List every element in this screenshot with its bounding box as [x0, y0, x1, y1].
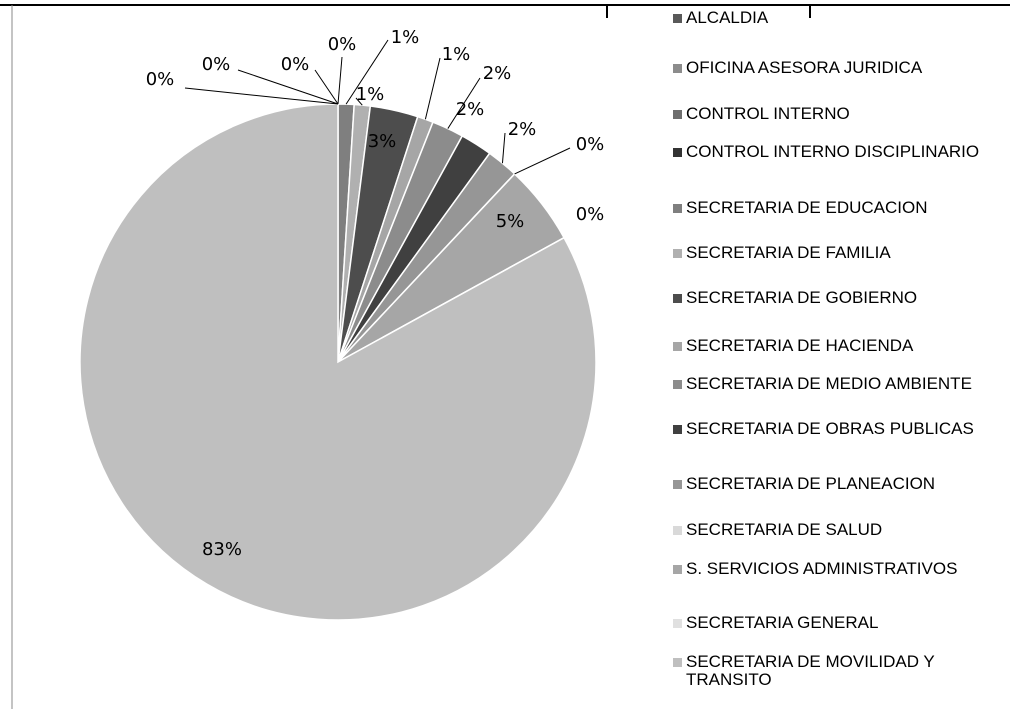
legend-item: SECRETARIA DE GOBIERNO: [673, 289, 1008, 307]
legend-item: CONTROL INTERNO: [673, 105, 1008, 123]
data-label: 0%: [202, 54, 231, 75]
data-label: 2%: [456, 99, 485, 120]
data-label: 1%: [442, 44, 471, 65]
legend-swatch: [673, 342, 682, 351]
data-label: 3%: [368, 131, 397, 152]
leader-line: [514, 147, 571, 175]
legend-item: S. SERVICIOS ADMINISTRATIVOS: [673, 560, 1008, 578]
data-label: 0%: [328, 34, 357, 55]
legend-item: SECRETARIA DE EDUCACION: [673, 199, 1008, 217]
legend-swatch: [673, 294, 682, 303]
data-label: 0%: [146, 69, 175, 90]
data-label: 0%: [576, 134, 605, 155]
legend-label: SECRETARIA DE EDUCACION: [686, 198, 928, 217]
leader-line: [337, 56, 343, 105]
data-label: 83%: [202, 539, 242, 560]
legend-swatch: [673, 480, 682, 489]
leader-line: [501, 132, 506, 164]
legend-swatch: [673, 64, 682, 73]
legend-swatch: [673, 204, 682, 213]
legend-item: SECRETARIA GENERAL: [673, 614, 1008, 632]
legend-label: SECRETARIA DE MEDIO AMBIENTE: [686, 374, 972, 393]
pie-slice: [79, 103, 597, 621]
legend-swatch: [673, 14, 682, 23]
leader-line: [237, 69, 339, 105]
leader-line: [424, 57, 441, 120]
leader-line: [447, 77, 481, 129]
data-label: 2%: [483, 63, 512, 84]
legend-label: SECRETARIA DE SALUD: [686, 520, 883, 539]
legend-swatch: [673, 425, 682, 434]
legend-label: SECRETARIA DE FAMILIA: [686, 243, 891, 262]
legend-swatch: [673, 110, 682, 119]
legend-item: SECRETARIA DE HACIENDA: [673, 337, 1008, 355]
legend-label: SECRETARIA DE PLANEACION: [686, 474, 936, 493]
legend-swatch: [673, 249, 682, 258]
legend-item: OFICINA ASESORA JURIDICA: [673, 59, 1008, 77]
leader-line: [184, 87, 339, 105]
legend-label: S. SERVICIOS ADMINISTRATIVOS: [686, 559, 958, 578]
legend-item: SECRETARIA DE MEDIO AMBIENTE: [673, 375, 1008, 393]
data-label: 0%: [281, 54, 310, 75]
legend-label: ALCALDIA: [686, 8, 769, 27]
legend-label: SECRETARIA DE HACIENDA: [686, 336, 914, 355]
data-label: 2%: [508, 119, 537, 140]
leader-line: [314, 69, 339, 105]
leader-line: [345, 39, 389, 105]
legend-label: OFICINA ASESORA JURIDICA: [686, 58, 923, 77]
legend-label: SECRETARIA DE GOBIERNO: [686, 288, 918, 307]
legend-item: SECRETARIA DE PLANEACION: [673, 475, 1008, 493]
data-label: 1%: [391, 27, 420, 48]
legend-label: SECRETARIA GENERAL: [686, 613, 879, 632]
legend-swatch: [673, 148, 682, 157]
legend-label: SECRETARIA DE OBRAS PUBLICAS: [686, 419, 974, 438]
legend-swatch: [673, 380, 682, 389]
data-label: 5%: [496, 211, 525, 232]
legend-item: SECRETARIA DE MOVILIDAD Y TRANSITO: [673, 653, 1008, 689]
legend-swatch: [673, 658, 682, 667]
legend-swatch: [673, 565, 682, 574]
data-label: 0%: [576, 204, 605, 225]
leader-line: [355, 97, 363, 106]
legend-label: CONTROL INTERNO: [686, 104, 850, 123]
legend-item: SECRETARIA DE SALUD: [673, 521, 1008, 539]
legend-label: CONTROL INTERNO DISCIPLINARIO: [686, 142, 980, 161]
legend-swatch: [673, 619, 682, 628]
legend-label: SECRETARIA DE MOVILIDAD Y TRANSITO: [686, 652, 935, 689]
data-label: 1%: [356, 84, 385, 105]
legend-item: CONTROL INTERNO DISCIPLINARIO: [673, 143, 1008, 161]
legend-swatch: [673, 526, 682, 535]
legend-item: SECRETARIA DE OBRAS PUBLICAS: [673, 420, 1008, 438]
legend-item: SECRETARIA DE FAMILIA: [673, 244, 1008, 262]
legend-item: ALCALDIA: [673, 9, 1008, 27]
